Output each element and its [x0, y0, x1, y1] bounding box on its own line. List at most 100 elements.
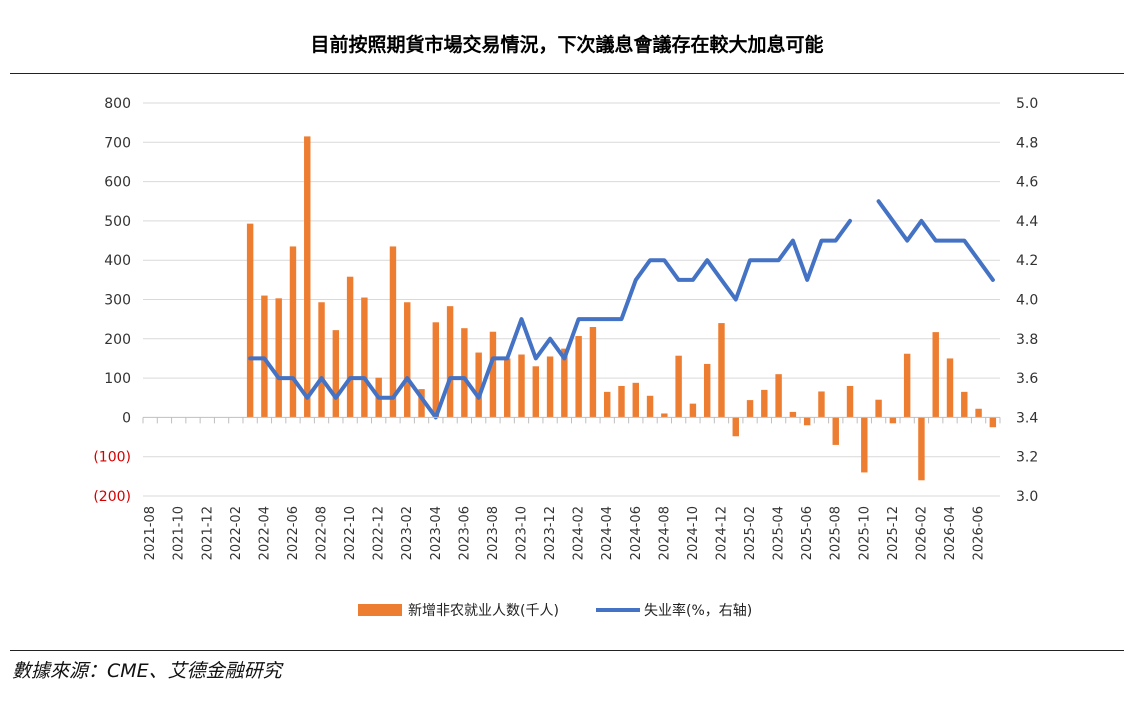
bar — [946, 358, 954, 418]
right-tick-label: 4.4 — [1016, 214, 1038, 230]
x-tick-label: 2024-08 — [657, 506, 672, 560]
left-tick-label: 500 — [104, 214, 131, 230]
bar — [875, 399, 882, 418]
x-tick-label: 2023-04 — [429, 506, 444, 560]
left-tick-label: (200) — [93, 489, 131, 505]
bar — [346, 276, 354, 418]
legend: 新增非农就业人数(千人) 失业率(%，右轴) — [358, 602, 752, 619]
left-tick-label: 700 — [104, 135, 131, 151]
right-tick-label: 4.0 — [1016, 293, 1038, 309]
x-tick-label: 2022-04 — [257, 506, 272, 560]
x-tick-label: 2021-12 — [200, 506, 215, 560]
x-tick-label: 2022-02 — [229, 506, 244, 560]
bar — [432, 322, 440, 418]
right-tick-label: 3.4 — [1016, 410, 1038, 426]
legend-bar-label: 新增非农就业人数(千人) — [408, 603, 559, 619]
bar — [304, 136, 311, 418]
bar — [361, 297, 368, 418]
bar — [461, 328, 468, 418]
x-tick-label: 2023-10 — [515, 506, 530, 560]
bar — [689, 403, 697, 418]
combo-chart: 800 700 600 500 400 300 200 100 0 (100) (200) 5.0 4… — [93, 96, 1038, 619]
x-axis: 2021-08 2021-10 2021-12 2022-02 2022-04 2022-… — [142, 416, 1001, 560]
x-tick-label: 2025-04 — [772, 506, 787, 560]
bar — [861, 417, 868, 473]
bar-series — [246, 136, 997, 481]
x-tick-label: 2021-08 — [143, 506, 158, 560]
left-tick-label: 400 — [104, 253, 131, 269]
x-tick-label: 2023-08 — [486, 506, 501, 560]
bar — [918, 417, 925, 481]
x-tick-label: 2025-02 — [743, 506, 758, 560]
bar — [732, 417, 739, 437]
bar — [975, 408, 982, 418]
x-tick-label: 2022-08 — [315, 506, 330, 560]
bar — [889, 417, 897, 424]
right-tick-label: 4.6 — [1016, 175, 1038, 191]
bar — [818, 391, 825, 418]
right-axis-ticks: 5.0 4.8 4.6 4.4 4.2 4.0 3.8 3.6 3.4 3.2 3.0 — [1016, 96, 1038, 505]
bar — [932, 332, 939, 418]
bar — [761, 389, 768, 418]
x-tick-label: 2024-12 — [714, 506, 729, 560]
bar — [832, 417, 839, 445]
bar — [961, 391, 968, 418]
left-tick-label: 200 — [104, 332, 131, 348]
bar — [532, 366, 540, 418]
right-tick-label: 3.2 — [1016, 450, 1038, 466]
left-tick-label: 300 — [104, 293, 131, 309]
bar — [446, 306, 454, 418]
bar — [504, 358, 511, 418]
x-tick-label: 2025-06 — [800, 506, 815, 560]
bar — [661, 413, 668, 418]
legend-bar-swatch — [358, 604, 402, 616]
x-tick-label: 2025-10 — [857, 506, 872, 560]
right-tick-label: 4.2 — [1016, 253, 1038, 269]
right-tick-label: 3.8 — [1016, 332, 1038, 348]
bar — [675, 355, 682, 418]
bar — [275, 298, 282, 418]
bar — [989, 417, 997, 428]
left-tick-label: (100) — [93, 450, 131, 466]
grid-lines — [143, 102, 1000, 497]
bar — [546, 356, 554, 418]
left-tick-label: 100 — [104, 371, 131, 387]
bar — [718, 323, 725, 418]
x-tick-label: 2026-02 — [914, 506, 929, 560]
source-note: 數據來源：CME、艾德金融研究 — [12, 660, 282, 682]
bar — [775, 374, 782, 418]
line-segment — [248, 218, 852, 420]
bar — [404, 302, 411, 418]
bar — [289, 246, 297, 418]
bar — [489, 331, 497, 418]
bar — [518, 354, 525, 418]
bar — [332, 330, 340, 418]
left-tick-label: 600 — [104, 175, 131, 191]
left-tick-label: 800 — [104, 96, 131, 112]
left-axis-ticks: 800 700 600 500 400 300 200 100 0 (100) (200) — [93, 96, 131, 505]
x-tick-label: 2023-02 — [400, 506, 415, 560]
x-tick-label: 2025-08 — [829, 506, 844, 560]
bar — [246, 223, 254, 418]
legend-line-label: 失业率(%，右轴) — [644, 602, 752, 619]
x-tick-label: 2023-06 — [457, 506, 472, 560]
source-divider — [10, 650, 1124, 651]
bar — [703, 363, 711, 418]
x-tick-label: 2024-04 — [600, 506, 615, 560]
bar — [903, 353, 911, 418]
bar — [646, 395, 654, 418]
x-tick-label: 2023-12 — [543, 506, 558, 560]
bar — [746, 400, 754, 418]
x-tick-label: 2022-06 — [286, 506, 301, 560]
line-segment — [876, 199, 995, 282]
bar — [575, 336, 582, 418]
bar — [618, 385, 625, 418]
bar — [589, 327, 597, 418]
left-tick-label: 0 — [122, 410, 131, 426]
x-tick-label: 2024-06 — [629, 506, 644, 560]
right-tick-label: 3.0 — [1016, 489, 1038, 505]
right-tick-label: 3.6 — [1016, 371, 1038, 387]
x-tick-label: 2026-04 — [943, 506, 958, 560]
x-tick-label: 2022-12 — [372, 506, 387, 560]
bar — [846, 385, 854, 418]
